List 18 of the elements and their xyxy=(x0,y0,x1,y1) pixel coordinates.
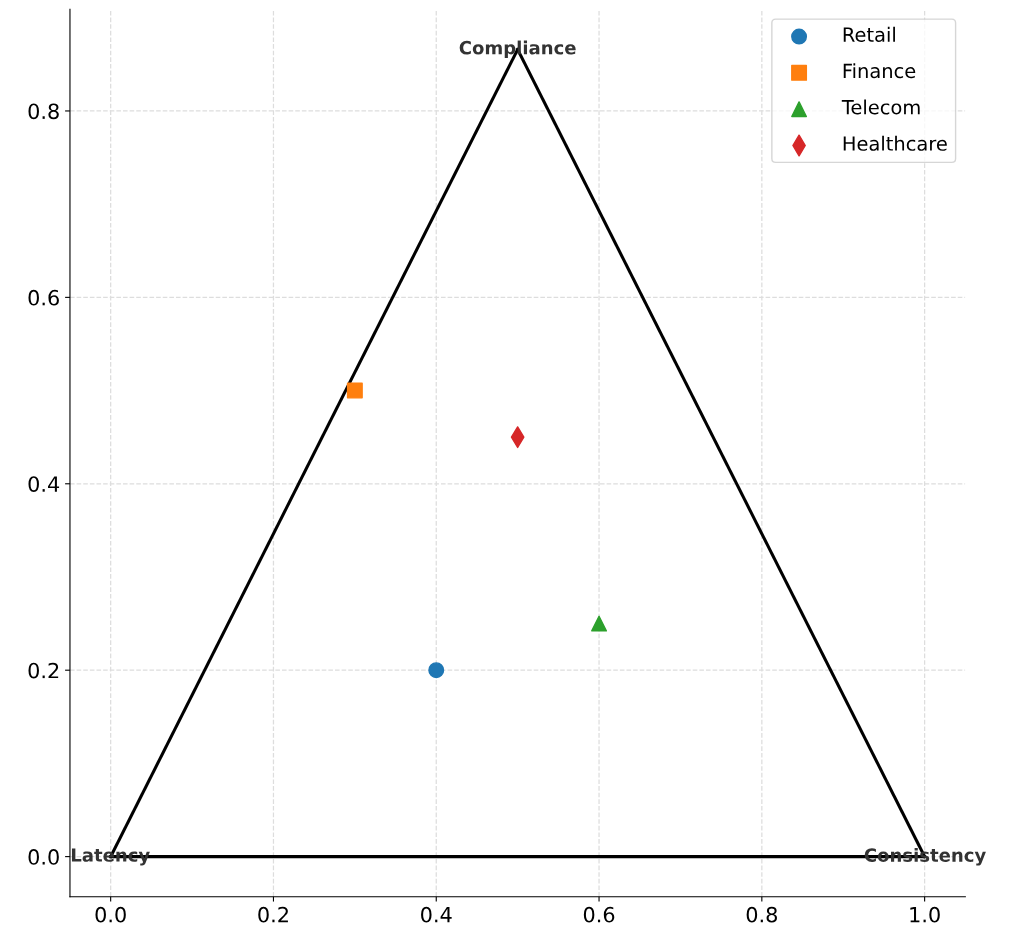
x-tick-label: 0.4 xyxy=(421,906,452,923)
legend-label: Retail xyxy=(843,26,895,42)
annotation: Latency xyxy=(71,848,150,866)
x-tick-label: 0.6 xyxy=(583,906,615,923)
y-tick-label: 0.0 xyxy=(28,849,59,865)
x-tick-label: 0.8 xyxy=(746,906,777,923)
annotation: Consistency xyxy=(864,847,986,866)
x-tick-label: 1.0 xyxy=(910,906,940,923)
y-tick-label: 0.2 xyxy=(28,662,59,679)
legend-label: Telecom xyxy=(841,99,920,115)
legend-label: Healthcare xyxy=(843,135,947,151)
y-tick-label: 0.4 xyxy=(28,476,60,492)
annotation: Compliance xyxy=(459,40,576,59)
x-tick-label: 0.0 xyxy=(95,906,126,923)
x-tick-label: 0.2 xyxy=(258,906,288,923)
y-tick-label: 0.6 xyxy=(28,289,59,306)
legend-label: Finance xyxy=(843,63,916,79)
y-tick-label: 0.8 xyxy=(28,103,59,120)
